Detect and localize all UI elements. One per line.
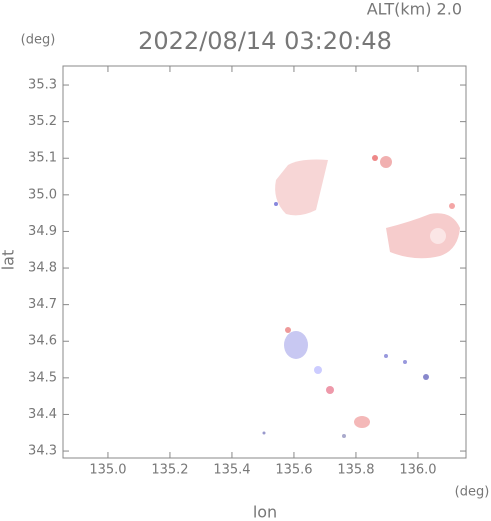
- y-unit: (deg): [21, 33, 56, 48]
- y-tick-label: 34.5: [28, 370, 57, 385]
- echo: [314, 366, 322, 374]
- radar-echoes: [262, 155, 460, 438]
- x-tick-label: 135.2: [151, 463, 188, 478]
- echo: [285, 327, 291, 333]
- y-tick-label: 35.3: [28, 78, 57, 93]
- chart-title: 2022/08/14 03:20:48: [138, 27, 392, 55]
- x-tick-label: 135.8: [337, 463, 374, 478]
- echo: [380, 156, 392, 168]
- x-tick-label: 135.0: [89, 463, 126, 478]
- echo: [262, 431, 266, 435]
- x-axis-label: lon: [253, 503, 277, 521]
- x-tick-label: 136.0: [399, 463, 436, 478]
- y-tick-label: 34.9: [28, 224, 57, 239]
- echo: [386, 213, 460, 259]
- y-tick-label: 35.1: [28, 151, 57, 166]
- y-tick-label: 35.0: [28, 187, 57, 202]
- y-tick-label: 34.8: [28, 261, 57, 276]
- x-tick-label: 135.4: [213, 463, 250, 478]
- echo: [284, 331, 308, 359]
- echo: [274, 202, 278, 206]
- echo: [423, 374, 429, 380]
- y-tick-label: 34.4: [28, 407, 57, 422]
- echo: [430, 228, 446, 244]
- echo: [275, 159, 328, 216]
- y-tick-label: 34.7: [28, 297, 57, 312]
- x-tick-label: 135.6: [275, 463, 312, 478]
- y-tick-label: 34.6: [28, 334, 57, 349]
- echo: [449, 203, 455, 209]
- echo: [342, 434, 346, 438]
- x-unit: (deg): [455, 485, 490, 500]
- echo: [372, 155, 378, 161]
- echo: [384, 354, 388, 358]
- y-tick-label: 35.2: [28, 114, 57, 129]
- y-axis-label: lat: [0, 250, 18, 271]
- altitude-label: ALT(km) 2.0: [367, 0, 462, 19]
- echo: [403, 360, 407, 364]
- echo: [326, 386, 334, 394]
- plot-frame: [62, 65, 467, 459]
- echo: [354, 416, 370, 428]
- y-tick-label: 34.3: [28, 444, 57, 459]
